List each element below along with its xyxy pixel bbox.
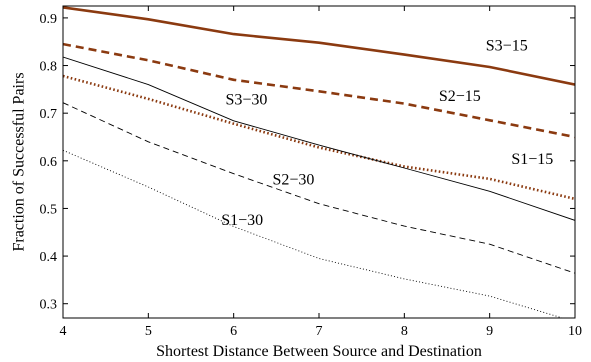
x-tick-label: 4 — [60, 324, 67, 339]
y-tick-label: 0.5 — [40, 202, 58, 217]
series-label: S2−15 — [439, 88, 481, 105]
x-tick-label: 5 — [145, 324, 152, 339]
x-tick-label: 10 — [568, 324, 582, 339]
x-tick-label: 8 — [401, 324, 408, 339]
y-tick-label: 0.9 — [40, 12, 58, 27]
y-tick-label: 0.6 — [40, 155, 58, 170]
y-axis-label: Fraction of Successful Pairs — [11, 72, 28, 251]
x-tick-label: 6 — [230, 324, 237, 339]
series-label: S1−30 — [221, 212, 263, 229]
x-tick-label: 9 — [486, 324, 493, 339]
x-axis-label: Shortest Distance Between Source and Des… — [156, 343, 482, 360]
series-line-s3-15 — [63, 6, 575, 86]
y-tick-label: 0.4 — [40, 250, 58, 265]
series-line-s2-30 — [63, 102, 575, 274]
series-line-s3-30 — [63, 56, 575, 221]
y-tick-label: 0.8 — [40, 60, 58, 75]
series-label: S3−30 — [226, 92, 268, 109]
y-tick-label: 0.3 — [40, 298, 58, 313]
y-tick-label: 0.7 — [40, 107, 58, 122]
x-tick-label: 7 — [316, 324, 323, 339]
series-label: S3−15 — [486, 37, 528, 54]
series-line-s1-15 — [63, 74, 575, 201]
series-line-s1-30 — [63, 149, 564, 318]
series-line-s2-15 — [63, 42, 575, 139]
series-label: S2−30 — [272, 172, 314, 189]
series-label: S1−15 — [511, 151, 553, 168]
